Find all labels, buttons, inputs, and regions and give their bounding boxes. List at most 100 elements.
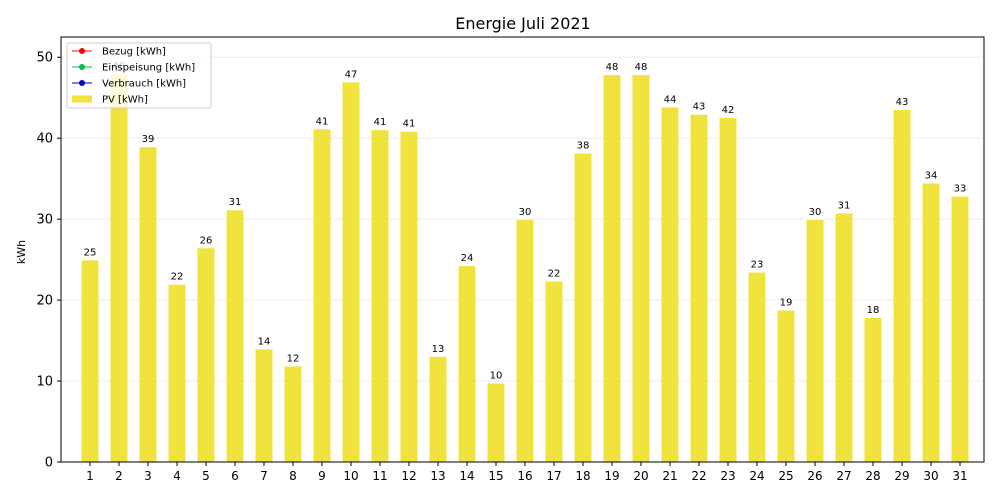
data-label: 43 (693, 102, 706, 113)
x-tick-label: 16 (517, 469, 532, 483)
legend-marker (79, 64, 85, 70)
data-label: 30 (809, 207, 822, 218)
data-label: 39 (142, 134, 155, 145)
x-tick-label: 13 (430, 469, 445, 483)
legend-label: Verbrauch [kWh] (102, 79, 186, 90)
bar-series (81, 74, 969, 463)
bar (864, 317, 882, 462)
x-tick-label: 8 (289, 469, 297, 483)
data-label: 41 (374, 117, 387, 128)
x-tick-label: 17 (546, 469, 561, 483)
bar (487, 383, 505, 462)
x-tick-label: 1 (86, 469, 94, 483)
bar (458, 266, 476, 462)
y-tick-label: 0 (45, 456, 53, 471)
y-tick-label: 30 (36, 213, 53, 228)
data-label: 30 (519, 207, 532, 218)
legend-swatch (72, 95, 92, 103)
x-tick-label: 18 (575, 469, 590, 483)
data-label: 19 (780, 298, 793, 309)
x-tick-label: 29 (894, 469, 909, 483)
data-label: 23 (751, 260, 764, 271)
data-label: 10 (490, 370, 503, 381)
legend-box (66, 42, 212, 109)
x-tick-label: 19 (604, 469, 619, 483)
x-tick-label: 25 (778, 469, 793, 483)
data-label: 22 (171, 272, 184, 283)
bar (835, 213, 853, 462)
x-tick-label: 22 (691, 469, 706, 483)
x-tick-label: 20 (633, 469, 648, 483)
data-label: 47 (345, 69, 358, 80)
chart-title: Energie Juli 2021 (455, 14, 590, 33)
data-label: 14 (258, 336, 271, 347)
x-tick-label: 11 (372, 469, 387, 483)
bar (603, 75, 621, 463)
data-label: 38 (577, 141, 590, 152)
x-tick-label: 7 (260, 469, 268, 483)
y-tick-label: 20 (36, 294, 53, 309)
x-tick-label: 15 (488, 469, 503, 483)
y-tick-label: 40 (36, 132, 53, 147)
bar (719, 117, 737, 462)
bar (574, 153, 592, 463)
data-label: 41 (403, 119, 416, 130)
y-axis-label: kWh (15, 240, 28, 264)
data-label: 31 (229, 197, 242, 208)
x-tick-label: 23 (720, 469, 735, 483)
x-tick-label: 31 (952, 469, 967, 483)
legend-marker (79, 80, 85, 86)
x-tick-label: 12 (401, 469, 416, 483)
x-tick-label: 14 (459, 469, 474, 483)
bar (284, 366, 302, 462)
x-tick-label: 10 (343, 469, 358, 483)
data-label: 34 (925, 171, 938, 182)
x-tick-label: 4 (173, 469, 181, 483)
x-tick-label: 30 (923, 469, 938, 483)
bar (516, 219, 534, 462)
x-tick-label: 2 (115, 469, 123, 483)
data-label: 41 (316, 116, 329, 127)
x-tick-label: 28 (865, 469, 880, 483)
x-tick-label: 26 (807, 469, 822, 483)
bar (690, 114, 708, 462)
data-label: 31 (838, 200, 851, 211)
y-axis-ticks: 0 10 20 30 40 50 (36, 51, 61, 471)
data-label: 12 (287, 353, 300, 364)
legend-marker (79, 48, 85, 54)
bar (922, 183, 940, 462)
y-tick-label: 50 (36, 51, 53, 66)
gridlines (61, 56, 984, 382)
bar (139, 147, 157, 462)
bar (893, 109, 911, 462)
x-tick-label: 3 (144, 469, 152, 483)
plot-area-frame (60, 36, 985, 463)
bar (777, 310, 795, 462)
bar (429, 356, 447, 462)
bar (313, 129, 331, 463)
data-label: 48 (606, 62, 619, 73)
data-label: 48 (635, 62, 648, 73)
x-tick-label: 21 (662, 469, 677, 483)
legend: Bezug [kWh] Einspeisung [kWh] Verbrauch [k… (66, 42, 212, 109)
bar (255, 349, 273, 462)
bar (806, 219, 824, 462)
bar (371, 130, 389, 462)
data-label: 33 (954, 183, 967, 194)
legend-label: Bezug [kWh] (102, 47, 166, 58)
bar (81, 260, 99, 462)
x-tick-label: 5 (202, 469, 210, 483)
bar (110, 74, 128, 462)
data-label: 25 (84, 247, 97, 258)
bar (632, 75, 650, 463)
data-label: 43 (896, 97, 909, 108)
legend-label: PV [kWh] (102, 95, 148, 106)
bar (168, 284, 186, 462)
x-tick-label: 6 (231, 469, 239, 483)
data-label: 22 (548, 268, 561, 279)
bar (661, 107, 679, 462)
data-label: 44 (664, 94, 677, 105)
bar (197, 248, 215, 462)
bar (342, 82, 360, 462)
legend-label: Einspeisung [kWh] (102, 63, 195, 74)
